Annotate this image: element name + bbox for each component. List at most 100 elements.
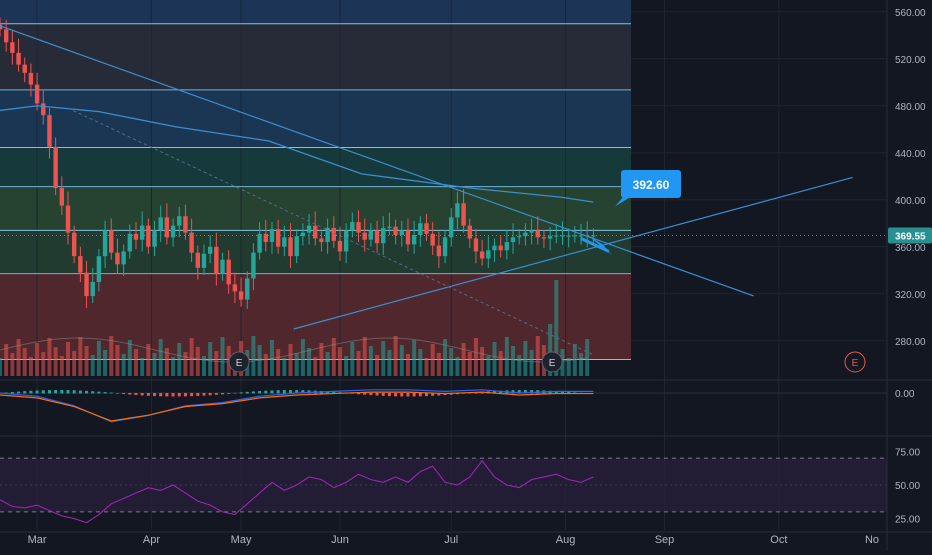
candle-body[interactable] bbox=[319, 238, 324, 243]
candle-body[interactable] bbox=[461, 203, 466, 226]
candle-body[interactable] bbox=[282, 237, 287, 247]
candle-body[interactable] bbox=[71, 232, 77, 257]
candle-body[interactable] bbox=[3, 29, 9, 43]
candle-body[interactable] bbox=[28, 72, 34, 85]
uptrend-line[interactable] bbox=[293, 176, 853, 330]
candle-body[interactable] bbox=[430, 233, 435, 246]
candle-body[interactable] bbox=[127, 233, 133, 252]
candle-body[interactable] bbox=[541, 237, 547, 239]
candle-body[interactable] bbox=[220, 259, 225, 274]
candle-body[interactable] bbox=[201, 253, 207, 268]
candle-body[interactable] bbox=[102, 230, 108, 257]
candle-body[interactable] bbox=[207, 246, 213, 254]
candle-body[interactable] bbox=[226, 259, 231, 285]
candle-body[interactable] bbox=[486, 250, 491, 259]
candle-body[interactable] bbox=[381, 227, 386, 244]
candle-body[interactable] bbox=[572, 235, 578, 237]
candle-body[interactable] bbox=[337, 240, 343, 252]
candle-body[interactable] bbox=[158, 217, 163, 231]
candle-body[interactable] bbox=[41, 103, 46, 116]
candle-body[interactable] bbox=[405, 230, 411, 245]
candle-body[interactable] bbox=[16, 52, 21, 65]
candle-body[interactable] bbox=[374, 230, 380, 244]
candle-body[interactable] bbox=[578, 235, 584, 237]
candle-body[interactable] bbox=[257, 233, 262, 253]
candle-body[interactable] bbox=[78, 256, 83, 273]
candle-body[interactable] bbox=[424, 223, 429, 234]
candle-body[interactable] bbox=[436, 245, 442, 257]
candle-body[interactable] bbox=[325, 227, 330, 243]
candle-body[interactable] bbox=[139, 225, 145, 240]
earnings-marker-0[interactable]: E bbox=[228, 351, 250, 373]
candle-body[interactable] bbox=[306, 225, 312, 233]
candle-body[interactable] bbox=[387, 226, 392, 228]
candle-body[interactable] bbox=[109, 230, 114, 253]
candle-body[interactable] bbox=[59, 188, 65, 206]
trend-lines[interactable] bbox=[0, 25, 887, 356]
candle-body[interactable] bbox=[393, 226, 398, 235]
annotation-callout[interactable] bbox=[621, 170, 681, 198]
earnings-marker-2[interactable]: E bbox=[844, 351, 866, 373]
candle-body[interactable] bbox=[560, 235, 565, 237]
candle-body[interactable] bbox=[232, 284, 238, 292]
candle-body[interactable] bbox=[47, 115, 52, 147]
candle-body[interactable] bbox=[133, 233, 139, 240]
candle-body[interactable] bbox=[442, 237, 448, 257]
candle-body[interactable] bbox=[0, 24, 3, 30]
candle-body[interactable] bbox=[455, 203, 460, 218]
candle-body[interactable] bbox=[152, 230, 157, 247]
candle-body[interactable] bbox=[96, 256, 102, 282]
candle-body[interactable] bbox=[238, 291, 244, 300]
candle-body[interactable] bbox=[504, 242, 510, 251]
candle-body[interactable] bbox=[467, 225, 472, 239]
candle-body[interactable] bbox=[547, 236, 553, 239]
candle-body[interactable] bbox=[294, 236, 299, 257]
candle-body[interactable] bbox=[535, 230, 540, 238]
candle-body[interactable] bbox=[331, 227, 336, 241]
candles[interactable] bbox=[0, 17, 596, 310]
candle-body[interactable] bbox=[350, 222, 355, 231]
candle-body[interactable] bbox=[449, 217, 454, 238]
candle-body[interactable] bbox=[288, 237, 293, 257]
candle-body[interactable] bbox=[34, 84, 40, 104]
candle-body[interactable] bbox=[473, 238, 479, 252]
candle-body[interactable] bbox=[146, 225, 151, 247]
candle-body[interactable] bbox=[84, 272, 89, 297]
candle-body[interactable] bbox=[418, 223, 423, 235]
candle-body[interactable] bbox=[411, 235, 417, 245]
candle-body[interactable] bbox=[269, 229, 275, 243]
candle-body[interactable] bbox=[275, 229, 281, 247]
candle-body[interactable] bbox=[313, 225, 318, 239]
candle-body[interactable] bbox=[65, 205, 71, 233]
candle-body[interactable] bbox=[53, 146, 58, 188]
candle-body[interactable] bbox=[510, 237, 516, 243]
candle-body[interactable] bbox=[492, 245, 497, 251]
candle-body[interactable] bbox=[90, 282, 95, 297]
candle-body[interactable] bbox=[300, 232, 306, 237]
candle-body[interactable] bbox=[356, 222, 361, 233]
candle-body[interactable] bbox=[498, 245, 503, 251]
candle-body[interactable] bbox=[343, 230, 349, 252]
downtrend-line[interactable] bbox=[0, 25, 754, 297]
candle-body[interactable] bbox=[195, 252, 200, 268]
markers[interactable]: 369.55 392.60 E E E bbox=[228, 170, 932, 373]
candle-body[interactable] bbox=[170, 225, 176, 238]
candle-body[interactable] bbox=[164, 217, 170, 238]
candle-body[interactable] bbox=[115, 252, 120, 265]
candle-body[interactable] bbox=[22, 64, 27, 73]
candle-body[interactable] bbox=[183, 216, 188, 233]
candle-body[interactable] bbox=[368, 230, 374, 240]
candle-body[interactable] bbox=[362, 232, 367, 240]
candle-body[interactable] bbox=[529, 230, 534, 233]
candle-body[interactable] bbox=[10, 42, 15, 53]
candle-body[interactable] bbox=[517, 236, 522, 238]
candle-body[interactable] bbox=[523, 232, 528, 237]
candle-body[interactable] bbox=[591, 235, 596, 237]
candle-body[interactable] bbox=[479, 251, 485, 259]
candle-body[interactable] bbox=[399, 230, 404, 235]
candle-body[interactable] bbox=[251, 252, 256, 279]
candle-body[interactable] bbox=[214, 246, 219, 274]
earnings-marker-1[interactable]: E bbox=[541, 351, 563, 373]
